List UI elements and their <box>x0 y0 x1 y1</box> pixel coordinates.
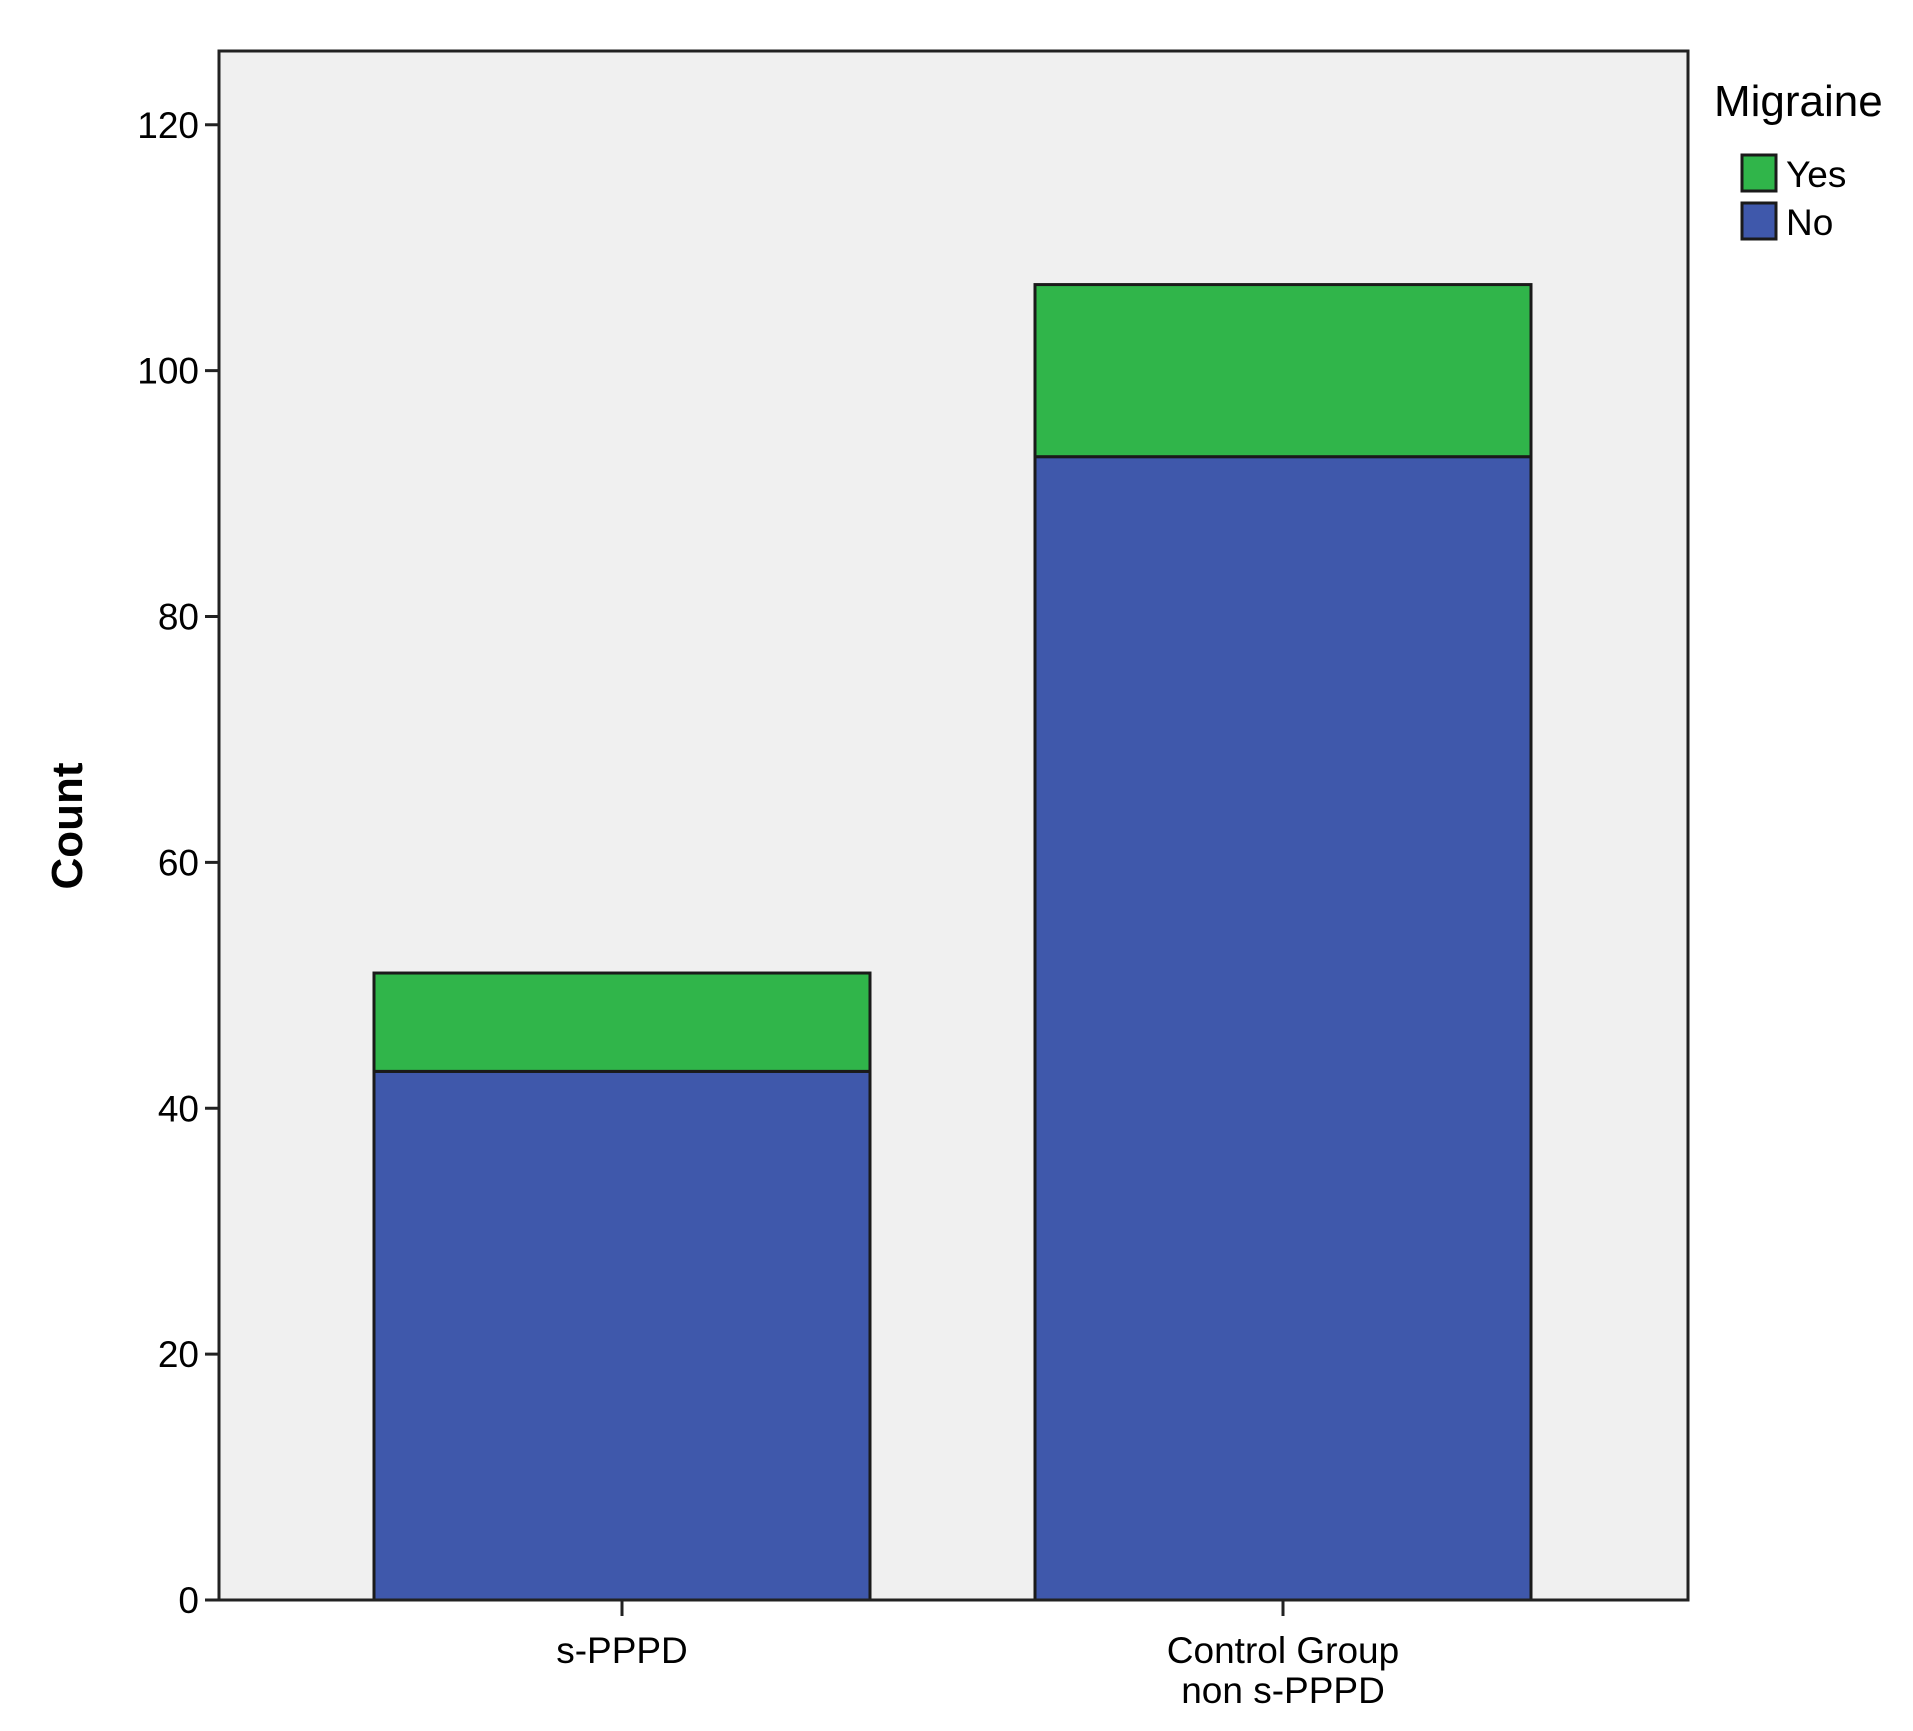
y-tick-label: 60 <box>158 842 199 883</box>
legend: Migraine Yes No <box>1714 77 1883 243</box>
y-tick-label: 80 <box>158 597 199 638</box>
y-tick-label: 100 <box>137 351 199 392</box>
bar-0-yes <box>372 971 872 1073</box>
legend-label-no: No <box>1786 202 1833 243</box>
y-axis: 0 20 40 60 80 100 120 <box>137 105 219 1621</box>
legend-label-yes: Yes <box>1786 154 1846 195</box>
x-category-label: non s-PPPD <box>1181 1670 1385 1711</box>
plot-frame <box>217 49 1690 1602</box>
y-tick-label: 0 <box>178 1580 199 1621</box>
x-category-label: s-PPPD <box>556 1630 688 1671</box>
bar-0-no <box>372 1069 872 1602</box>
bar-1-no <box>1033 455 1533 1602</box>
bar-1-yes <box>1033 283 1533 459</box>
y-tick-label: 20 <box>158 1334 199 1375</box>
y-axis-title: Count <box>43 762 92 889</box>
x-category-label: Control Group <box>1167 1630 1399 1671</box>
y-tick-label: 40 <box>158 1088 199 1129</box>
legend-swatch-no <box>1740 201 1778 241</box>
bars-group <box>372 283 1533 1602</box>
y-tick-label: 120 <box>137 105 199 146</box>
legend-swatch-yes <box>1740 153 1778 193</box>
legend-title: Migraine <box>1714 77 1883 126</box>
